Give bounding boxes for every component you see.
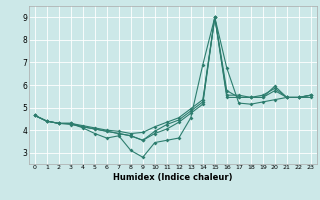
X-axis label: Humidex (Indice chaleur): Humidex (Indice chaleur) [113,173,233,182]
